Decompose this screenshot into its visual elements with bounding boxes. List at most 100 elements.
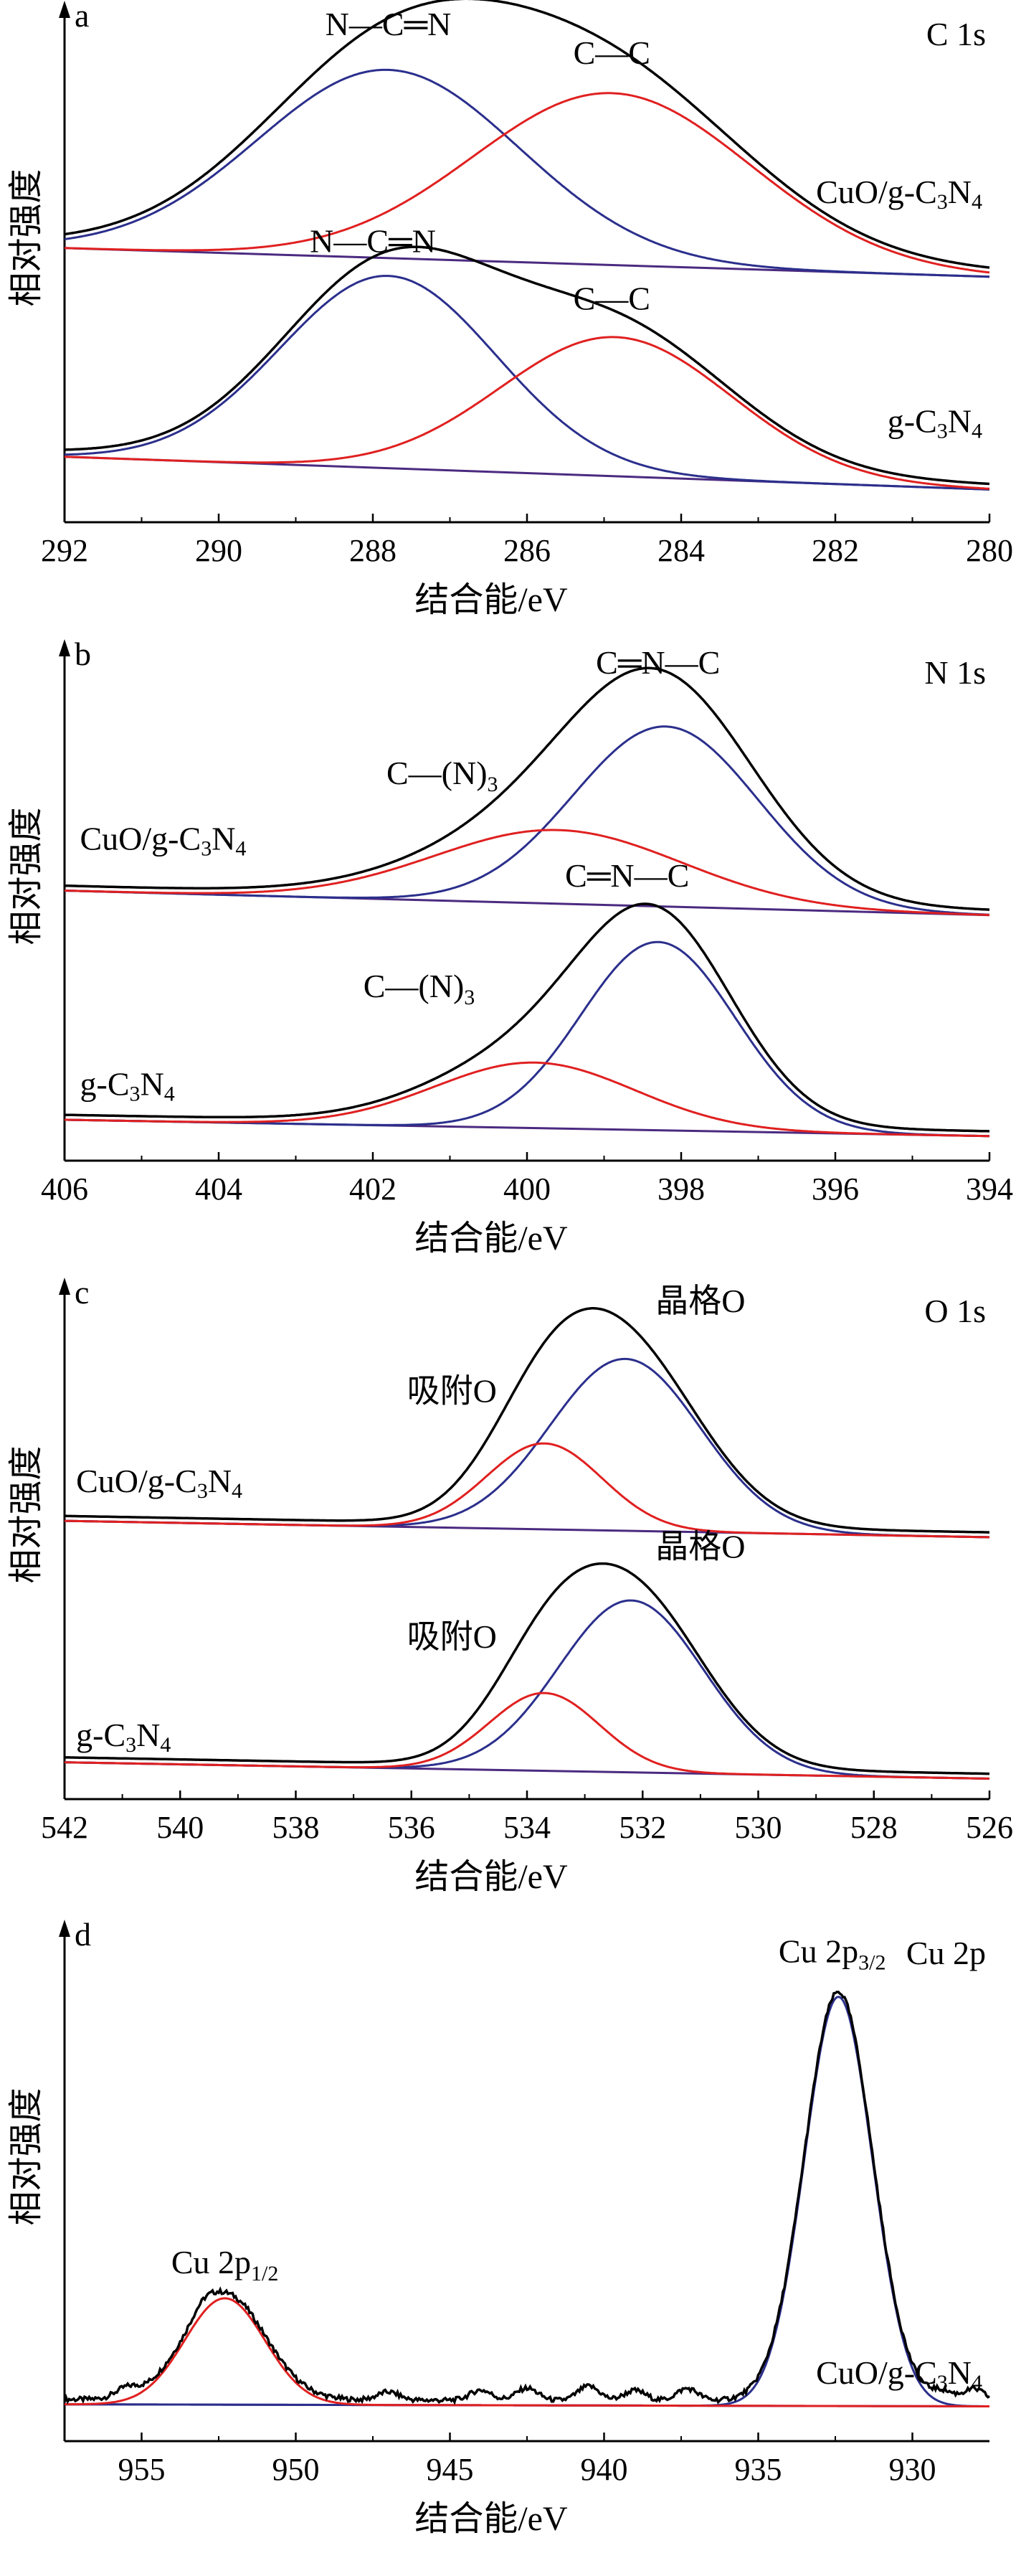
core-level-label: C 1s	[926, 16, 986, 52]
y-axis-title: 相对强度	[7, 169, 45, 306]
y-axis-arrow	[59, 639, 70, 656]
sample-label: g-C3N4	[76, 1717, 171, 1757]
x-tick-label: 288	[349, 533, 397, 568]
panel-letter: c	[75, 1274, 89, 1311]
x-tick-label: 540	[156, 1810, 204, 1845]
x-tick-label: 284	[657, 533, 705, 568]
peak-label: C—C	[574, 280, 650, 316]
sample-spectra: g-C3N4 N—C═N C—C	[64, 223, 990, 491]
x-axis-title: 结合能/eV	[414, 581, 568, 619]
y-axis-title: 相对强度	[7, 807, 45, 945]
envelope-curve	[64, 0, 990, 269]
peak-label: N—C═N	[326, 6, 452, 42]
envelope-curve	[65, 666, 990, 911]
component-peak	[65, 1692, 990, 1780]
component-peak	[65, 1061, 990, 1138]
sample-spectra: CuO/g-C3N4 晶格O 吸附O	[64, 1283, 990, 1539]
x-tick-label: 530	[735, 1810, 782, 1845]
envelope-curve	[64, 1562, 989, 1775]
x-tick-label: 950	[272, 2452, 320, 2487]
sample-label: CuO/g-C3N4	[816, 174, 982, 214]
x-tick-label: 532	[619, 1810, 666, 1845]
peak-label: 晶格O	[655, 1528, 745, 1565]
y-axis-arrow	[59, 1920, 70, 1937]
peak-label: N—C═N	[310, 223, 436, 260]
x-tick-label: 406	[41, 1171, 88, 1207]
component-peak	[64, 68, 990, 278]
x-tick-label: 282	[812, 533, 859, 568]
peak-label: Cu 2p3/2	[779, 1933, 886, 1975]
y-axis-title: 相对强度	[7, 1445, 45, 1583]
envelope-curve	[63, 1991, 990, 2405]
x-tick-label: 402	[349, 1171, 397, 1207]
y-axis-arrow	[59, 1278, 70, 1295]
x-tick-label: 398	[657, 1171, 705, 1207]
x-tick-label: 286	[503, 533, 551, 568]
x-tick-label: 394	[966, 1171, 1013, 1207]
x-axis-title: 结合能/eV	[414, 1219, 568, 1258]
component-peak	[64, 275, 990, 491]
x-tick-label: 534	[503, 1810, 551, 1845]
peak-label: C—C	[574, 34, 650, 71]
sample-label: CuO/g-C3N4	[80, 820, 247, 860]
xps-panel-c: 542 540 538 536 534 532 530 528 526 结合能/eV 相对强度 c O …	[7, 1274, 1013, 1896]
component-peak	[64, 1442, 989, 1539]
sample-label: CuO/g-C3N4	[76, 1463, 242, 1503]
peak-label: 吸附O	[407, 1373, 497, 1410]
peak-label: 晶格O	[655, 1283, 745, 1319]
panel-letter: d	[75, 1916, 91, 1953]
component-peak	[65, 940, 990, 1138]
sample-label: g-C3N4	[80, 1066, 175, 1106]
x-tick-label: 280	[966, 533, 1013, 568]
envelope-curve	[65, 245, 990, 486]
component-peak	[65, 1599, 990, 1780]
sample-spectra: g-C3N4 C═N—C C—(N)3	[64, 857, 990, 1138]
x-axis-title: 结合能/eV	[414, 1858, 568, 1896]
core-level-label: Cu 2p	[906, 1935, 986, 1971]
peak-label: C═N—C	[565, 857, 689, 894]
x-tick-label: 542	[41, 1810, 88, 1845]
x-tick-label: 404	[195, 1171, 242, 1207]
x-tick-label: 945	[427, 2452, 474, 2487]
sample-spectra: CuO/g-C3N4 N—C═N C—C	[64, 0, 990, 278]
peak-label: C═N—C	[596, 644, 720, 681]
component-peak	[64, 92, 990, 274]
envelope-curve	[64, 902, 989, 1133]
peak-label: Cu 2p1/2	[171, 2244, 279, 2285]
panel-letter: b	[75, 636, 91, 672]
x-tick-label: 528	[850, 1810, 898, 1845]
x-tick-label: 396	[812, 1171, 859, 1207]
x-tick-label: 290	[195, 533, 242, 568]
y-axis-title: 相对强度	[7, 2087, 45, 2225]
x-tick-label: 400	[503, 1171, 551, 1207]
peak-label: C—(N)3	[364, 968, 475, 1009]
component-peak	[64, 1357, 989, 1539]
component-peak	[64, 829, 989, 916]
core-level-label: O 1s	[924, 1293, 986, 1329]
component-peak	[65, 1996, 989, 2407]
sample-label: g-C3N4	[888, 403, 982, 443]
x-tick-label: 935	[735, 2452, 782, 2487]
panel-letter: a	[75, 0, 89, 34]
x-tick-label: 955	[118, 2452, 166, 2487]
x-axis-title: 结合能/eV	[414, 2500, 568, 2538]
sample-spectra: g-C3N4 晶格O 吸附O	[64, 1528, 990, 1780]
component-peak	[64, 336, 990, 490]
x-tick-label: 930	[889, 2452, 936, 2487]
core-level-label: N 1s	[924, 654, 986, 691]
x-tick-label: 940	[581, 2452, 628, 2487]
envelope-curve	[65, 1307, 989, 1534]
sample-spectra: CuO/g-C3N4 Cu 2p3/2 Cu 2p1/2	[63, 1933, 990, 2407]
sample-spectra: CuO/g-C3N4 C═N—C C—(N)3	[64, 644, 990, 917]
sample-label: CuO/g-C3N4	[816, 2354, 982, 2395]
component-peak	[65, 2297, 989, 2407]
x-tick-label: 526	[966, 1810, 1013, 1845]
component-peak	[64, 725, 990, 916]
x-tick-label: 538	[272, 1810, 320, 1845]
x-tick-label: 292	[41, 533, 88, 568]
peak-label: 吸附O	[407, 1618, 497, 1655]
y-axis-arrow	[59, 1, 70, 18]
